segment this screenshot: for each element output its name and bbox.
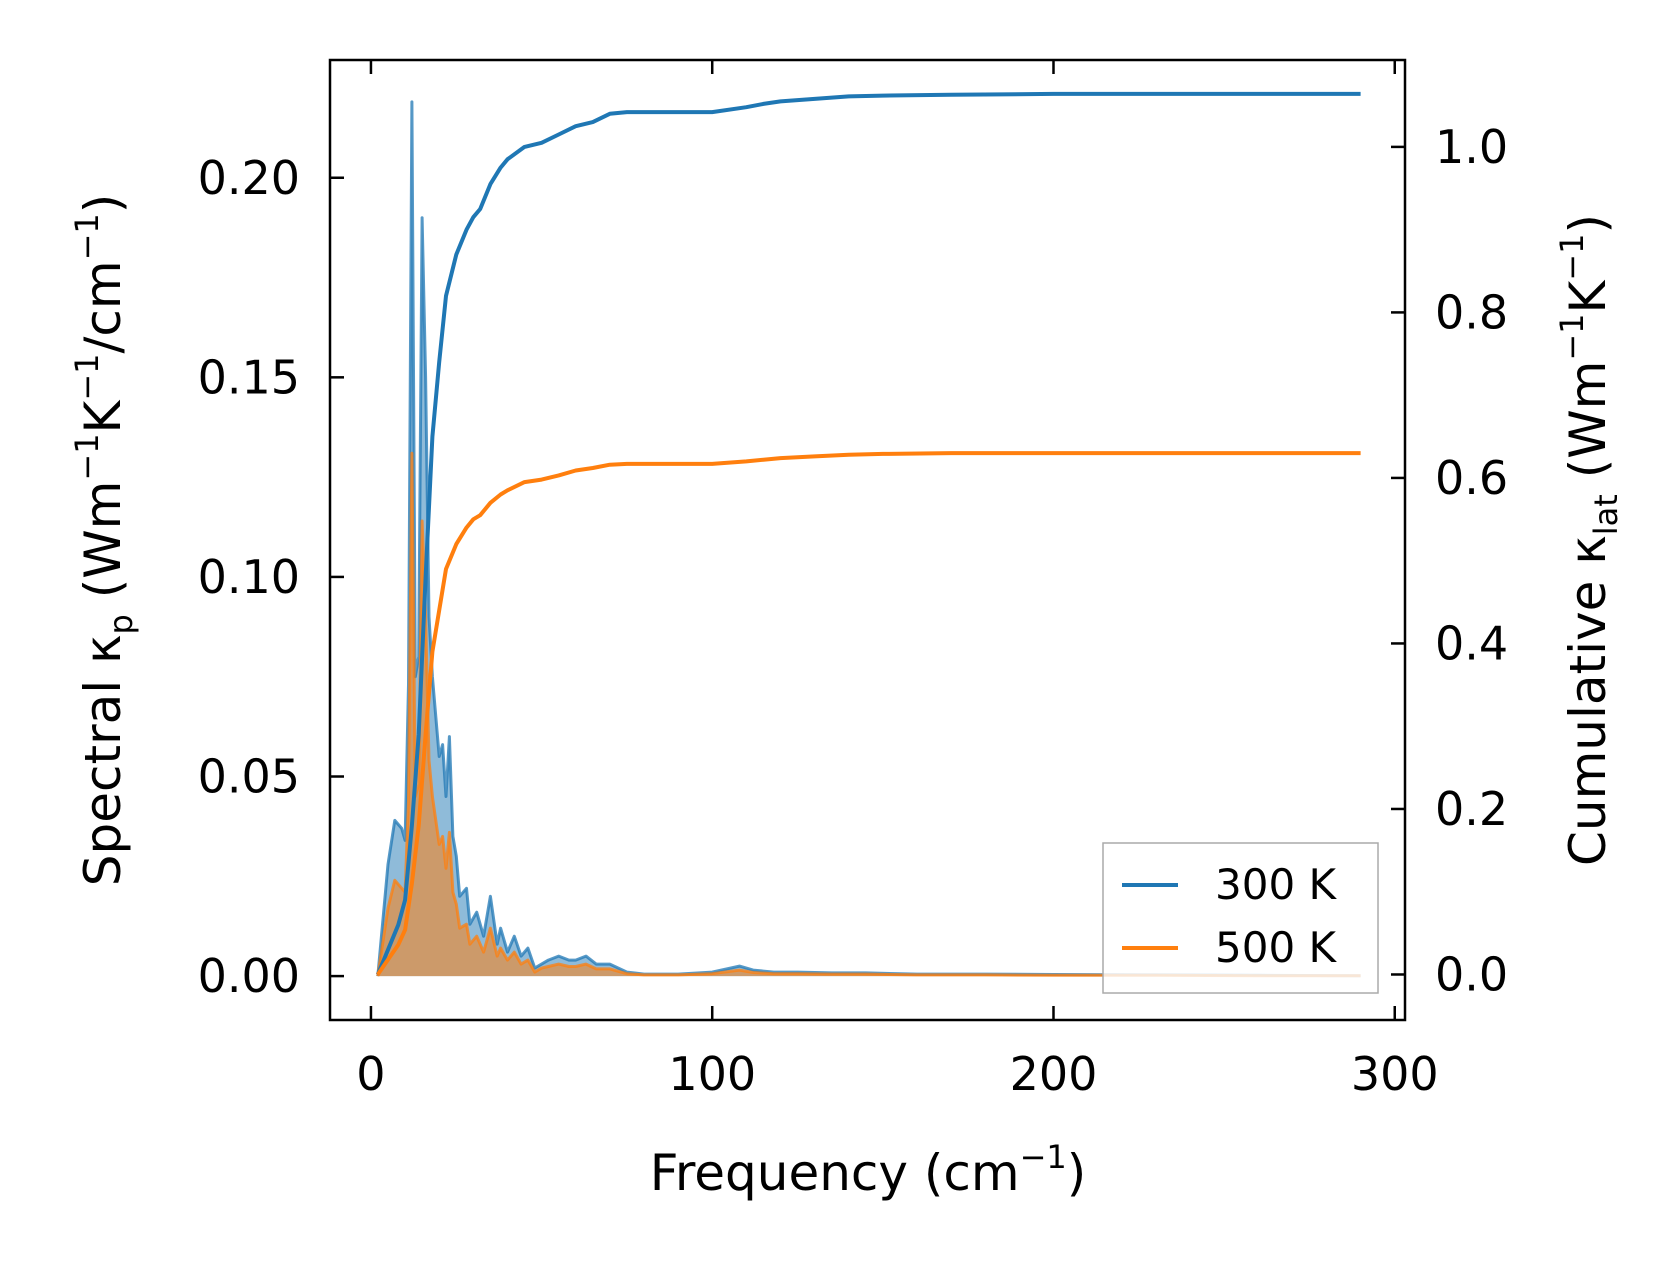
axis-ticks: 0 100 200 300 0.00 0.05 0.10 0.15 0.20 0.0 0.2 0.4 0… <box>198 60 1508 1101</box>
right-y-tick-label: 0.2 <box>1435 782 1508 836</box>
left-y-tick-label: 0.20 <box>198 151 300 205</box>
right-y-tick-label: 0.4 <box>1435 616 1508 670</box>
left-y-axis-label: Spectral κp (Wm−1K−1/cm−1) <box>68 194 140 887</box>
x-tick-label: 0 <box>356 1047 385 1101</box>
right-y-tick-label: 0.8 <box>1435 285 1508 339</box>
cumulative-line-300k <box>375 91 1361 976</box>
x-axis-label: Frequency (cm−1) <box>650 1138 1087 1202</box>
left-y-tick-label: 0.00 <box>198 949 300 1003</box>
legend-box <box>1102 842 1379 994</box>
left-y-tick-label: 0.05 <box>198 750 300 804</box>
right-y-axis-label: Cumulative κlat (Wm−1K−1) <box>1553 214 1625 866</box>
legend-label-500k: 500 K <box>1215 923 1338 972</box>
right-y-tick-label: 1.0 <box>1435 120 1508 174</box>
right-y-tick-label: 0.6 <box>1435 451 1508 505</box>
legend: 300 K 500 K <box>1102 842 1379 994</box>
left-y-tick-label: 0.15 <box>198 350 300 404</box>
x-tick-label: 100 <box>668 1047 756 1101</box>
x-tick-label: 300 <box>1351 1047 1439 1101</box>
plot-frame <box>328 58 1407 1022</box>
cumulative-line-500k <box>376 451 1361 976</box>
spectral-line-500k <box>376 451 1361 978</box>
spectral-line-300k <box>376 100 1361 978</box>
legend-label-300k: 300 K <box>1215 860 1338 909</box>
right-y-tick-label: 0.0 <box>1435 947 1508 1001</box>
plot-area <box>375 91 1361 978</box>
x-tick-label: 200 <box>1010 1047 1098 1101</box>
left-y-tick-label: 0.10 <box>198 550 300 604</box>
